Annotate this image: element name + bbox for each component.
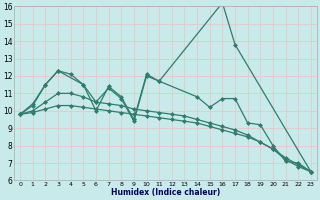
X-axis label: Humidex (Indice chaleur): Humidex (Indice chaleur) bbox=[111, 188, 220, 197]
